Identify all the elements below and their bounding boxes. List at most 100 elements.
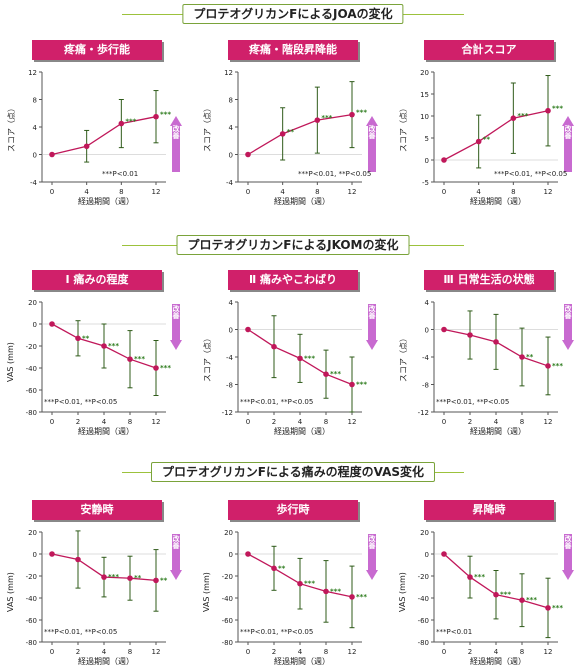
y-tick-label: -20: [26, 573, 37, 581]
significance-label: ***: [526, 596, 537, 604]
significance-note: ***P<0.01, **P<0.05: [494, 170, 568, 178]
y-axis-label: VAS (mm): [6, 342, 15, 382]
y-tick-label: -5: [422, 179, 429, 187]
y-tick-label: 12: [28, 69, 37, 77]
x-tick-label: 12: [544, 648, 553, 656]
y-tick-label: 0: [229, 551, 233, 559]
x-axis-label: 経過期間（週）: [78, 657, 134, 666]
significance-label: ***: [108, 573, 119, 581]
x-tick-label: 2: [272, 418, 276, 426]
data-point: [101, 574, 107, 580]
x-axis-label: 経過期間（週）: [470, 427, 526, 436]
chart-jkom-pain-stiffness: Ⅱ 痛みやこわばり -12 -8 -4 0 4 0 2 4 8 12 *** *** *** 改善 ***P<…: [196, 270, 382, 436]
y-axis-label: スコア（点）: [203, 334, 212, 382]
chart-title: Ⅱ 痛みやこわばり: [228, 270, 358, 290]
data-point: [75, 556, 81, 563]
data-point: [83, 143, 90, 150]
data-point: [545, 363, 551, 369]
y-tick-label: -40: [26, 365, 37, 373]
improvement-arrow-icon: [366, 304, 378, 350]
improvement-badge-label: 改善: [172, 304, 181, 320]
data-point: [441, 551, 447, 557]
x-tick-label: 2: [76, 648, 80, 656]
significance-label: ***: [321, 114, 332, 122]
y-tick-label: 0: [425, 327, 429, 335]
y-tick-label: -20: [26, 343, 37, 351]
data-point: [271, 565, 277, 572]
data-point: [545, 107, 551, 114]
x-tick-label: 0: [442, 418, 446, 426]
significance-note: ***P<0.01, **P<0.05: [240, 628, 314, 636]
improvement-arrow-icon: [562, 304, 574, 350]
chart-jkom-pain-degree: Ⅰ 痛みの程度 -80 -60 -40 -20 0 20 0 2 4 8 12 ** *** *** *** 改…: [0, 270, 186, 436]
y-tick-label: -80: [26, 639, 37, 647]
y-tick-label: -80: [418, 639, 429, 647]
data-point: [493, 591, 499, 598]
significance-label: **: [134, 574, 142, 582]
y-tick-label: 4: [229, 124, 234, 132]
x-tick-label: 8: [511, 188, 515, 196]
y-axis-label: VAS (mm): [202, 572, 211, 612]
chart-vas-walking: 歩行時 -80 -60 -40 -20 0 20 0 2 4 8 12 ** *** *** *** 改善 ***…: [196, 500, 382, 666]
y-tick-label: -8: [226, 382, 233, 390]
data-point: [349, 594, 355, 600]
chart-title: 昇降時: [424, 500, 554, 520]
section-title: プロテオグリカンFによるJKOMの変化: [176, 235, 410, 255]
y-tick-label: 20: [28, 299, 37, 307]
x-tick-label: 12: [348, 188, 357, 196]
significance-label: ***: [500, 591, 511, 599]
improvement-arrow-icon: [562, 116, 574, 172]
data-point: [475, 138, 482, 145]
data-point: [153, 365, 159, 371]
significance-label: ***: [330, 587, 341, 595]
y-axis-label: VAS (mm): [398, 572, 407, 612]
improvement-badge-label: 改善: [368, 304, 377, 320]
y-tick-label: 0: [33, 152, 37, 160]
x-tick-label: 4: [102, 418, 107, 426]
x-tick-label: 0: [442, 188, 446, 196]
x-axis-label: 経過期間（週）: [274, 427, 330, 436]
data-point: [153, 113, 159, 120]
data-point: [349, 111, 355, 118]
x-tick-label: 2: [76, 418, 80, 426]
x-tick-label: 4: [280, 188, 285, 196]
data-point: [118, 120, 125, 127]
y-tick-label: 0: [33, 321, 37, 329]
significance-label: ***: [474, 573, 485, 581]
section-jkom: プロテオグリカンFによるJKOMの変化: [0, 235, 586, 255]
y-tick-label: 12: [224, 69, 233, 77]
y-tick-label: 0: [425, 157, 429, 165]
y-tick-label: -60: [222, 617, 233, 625]
data-point: [127, 356, 133, 362]
significance-label: ***: [330, 370, 341, 378]
data-point: [323, 371, 329, 377]
improvement-arrow-icon: [366, 534, 378, 580]
significance-label: ***: [108, 342, 119, 350]
significance-label: **: [483, 136, 491, 144]
data-point: [323, 588, 329, 595]
y-axis-label: スコア（点）: [203, 104, 212, 152]
chart-vas-rest: 安静時 -80 -60 -40 -20 0 20 0 2 4 8 12 *** ** ** 改善 ***P<0.…: [0, 500, 186, 666]
significance-label: ***: [552, 362, 563, 370]
y-tick-label: 8: [33, 97, 37, 105]
y-tick-label: 4: [33, 124, 38, 132]
data-point: [441, 326, 447, 333]
data-point: [467, 332, 473, 338]
x-tick-label: 0: [246, 648, 250, 656]
section-joa: プロテオグリカンFによるJOAの変化: [0, 4, 586, 24]
section-title: プロテオグリカンFによるJOAの変化: [182, 4, 404, 24]
data-point: [245, 326, 251, 333]
improvement-badge-label: 改善: [564, 534, 573, 550]
x-tick-label: 4: [298, 418, 303, 426]
y-tick-label: 10: [420, 113, 429, 121]
significance-note: ***P<0.01, **P<0.05: [240, 398, 314, 406]
x-tick-label: 4: [298, 648, 303, 656]
x-axis-label: 経過期間（週）: [470, 657, 526, 666]
significance-note: ***P<0.01: [436, 628, 473, 636]
significance-label: **: [278, 564, 286, 572]
x-tick-label: 4: [476, 188, 481, 196]
y-tick-label: -8: [422, 382, 429, 390]
